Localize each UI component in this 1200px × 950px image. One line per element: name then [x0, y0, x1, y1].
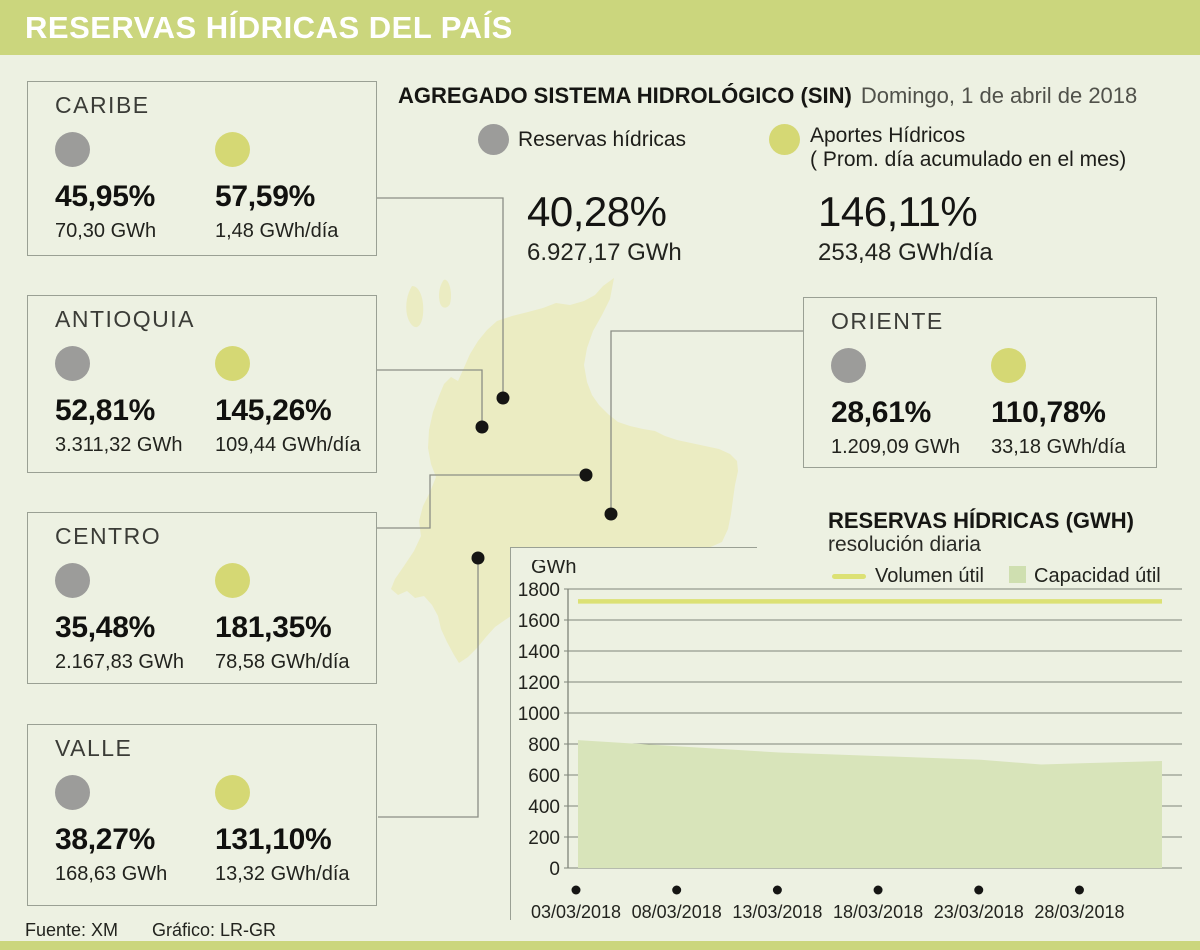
contributions-percent: 181,35%	[215, 611, 332, 644]
contributions-dot-icon	[769, 124, 800, 155]
svg-text:400: 400	[528, 797, 560, 818]
region-title: ORIENTE	[831, 308, 944, 334]
region-box-antioquia: ANTIOQUIA 52,81% 3.311,32 GWh 145,26% 10…	[27, 295, 377, 473]
contributions-percent: 145,26%	[215, 394, 332, 427]
contributions-percent: 57,59%	[215, 180, 315, 213]
source-label: Fuente: XM	[25, 920, 119, 940]
svg-text:GWh: GWh	[531, 560, 577, 578]
contributions-value: 33,18 GWh/día	[991, 436, 1126, 458]
svg-text:1600: 1600	[518, 611, 560, 632]
contributions-dot-icon	[991, 348, 1026, 383]
map-dot-oriente	[604, 507, 618, 521]
page-title: RESERVAS HÍDRICAS DEL PAÍS	[25, 9, 513, 45]
region-title: ANTIOQUIA	[55, 306, 196, 332]
svg-text:200: 200	[528, 828, 560, 849]
reserves-value: 168,63 GWh	[55, 863, 168, 885]
island-east	[439, 279, 452, 308]
map-dot-centro	[579, 468, 593, 482]
contributions-dot-icon	[215, 775, 250, 810]
reserves-dot-icon	[55, 132, 90, 167]
volume-line-swatch-icon	[832, 574, 866, 579]
reserves-percent: 35,48%	[55, 611, 155, 644]
map-dot-valle	[471, 551, 485, 565]
svg-text:03/03/2018: 03/03/2018	[531, 902, 621, 922]
aggregate-reserves-value: 6.927,17 GWh	[527, 239, 682, 266]
reserves-value: 1.209,09 GWh	[831, 436, 960, 458]
reserves-daily-chart: GWh 0 200 400 600 800 1000 1200 1400 1600 1800 03/0…	[518, 560, 1182, 922]
chart-panel-top-border	[510, 547, 757, 548]
svg-text:1400: 1400	[518, 642, 560, 663]
reserves-value: 3.311,32 GWh	[55, 434, 183, 456]
contributions-legend-label: Aportes Hídricos	[810, 124, 966, 147]
aggregate-header: AGREGADO SISTEMA HIDROLÓGICO (SIN) Doming…	[398, 83, 1137, 109]
svg-text:1200: 1200	[518, 673, 560, 694]
reserves-chart-panel: RESERVAS HÍDRICAS (GWH) resolución diari…	[511, 508, 1200, 941]
reserves-percent: 38,27%	[55, 823, 155, 856]
region-title: CARIBE	[55, 92, 150, 118]
reserves-dot-icon	[55, 346, 90, 381]
island-west	[406, 286, 424, 328]
svg-text:18/03/2018: 18/03/2018	[833, 902, 923, 922]
connector-valle	[378, 564, 479, 818]
region-title: CENTRO	[55, 523, 162, 549]
aggregate-date: Domingo, 1 de abril de 2018	[860, 83, 1138, 108]
svg-text:600: 600	[528, 766, 560, 787]
reserves-dot-icon	[55, 775, 90, 810]
capacity-area-swatch-icon	[1009, 566, 1026, 583]
svg-text:800: 800	[528, 735, 560, 756]
reserves-value: 2.167,83 GWh	[55, 651, 184, 673]
graphic-credit-label: Gráfico: LR-GR	[152, 920, 277, 940]
region-title: VALLE	[55, 735, 133, 761]
aggregate-reserves-percent: 40,28%	[527, 188, 667, 235]
svg-text:0: 0	[549, 859, 560, 880]
reserves-value: 70,30 GWh	[55, 220, 157, 242]
reserves-dot-icon	[478, 124, 509, 155]
footer-bar	[0, 941, 1200, 950]
reserves-percent: 52,81%	[55, 394, 155, 427]
connector-oriente	[610, 330, 803, 508]
reserves-percent: 45,95%	[55, 180, 155, 213]
region-box-oriente: ORIENTE 28,61% 1.209,09 GWh 110,78% 33,1…	[803, 297, 1157, 468]
connector-antioquia	[377, 369, 483, 421]
chart-panel-left-border	[510, 547, 511, 920]
contributions-value: 1,48 GWh/día	[215, 220, 339, 242]
svg-text:1000: 1000	[518, 704, 560, 725]
region-box-valle: VALLE 38,27% 168,63 GWh 131,10% 13,32 GW…	[27, 724, 377, 906]
contributions-legend-sublabel: ( Prom. día acumulado en el mes)	[810, 148, 1127, 171]
aggregate-contributions-value: 253,48 GWh/día	[818, 239, 993, 266]
svg-text:13/03/2018: 13/03/2018	[732, 902, 822, 922]
svg-text:1800: 1800	[518, 580, 560, 601]
contributions-dot-icon	[215, 346, 250, 381]
contributions-value: 13,32 GWh/día	[215, 863, 350, 885]
capacity-legend-label: Capacidad útil	[1034, 565, 1161, 587]
volume-legend-label: Volumen útil	[875, 565, 984, 587]
aggregate-contributions-percent: 146,11%	[818, 188, 978, 235]
contributions-dot-icon	[215, 563, 250, 598]
svg-text:28/03/2018: 28/03/2018	[1034, 902, 1124, 922]
region-box-caribe: CARIBE 45,95% 70,30 GWh 57,59% 1,48 GWh/…	[27, 81, 377, 256]
reserves-legend-label: Reservas hídricas	[518, 128, 687, 151]
reserves-percent: 28,61%	[831, 396, 931, 429]
contributions-percent: 131,10%	[215, 823, 332, 856]
header-bar: RESERVAS HÍDRICAS DEL PAÍS	[0, 0, 1200, 55]
chart-subtitle: resolución diaria	[828, 533, 981, 556]
contributions-dot-icon	[215, 132, 250, 167]
map-dot-caribe	[496, 391, 510, 405]
map-dot-antioquia	[475, 420, 489, 434]
aggregate-title: AGREGADO SISTEMA HIDROLÓGICO (SIN)	[398, 83, 852, 108]
svg-text:23/03/2018: 23/03/2018	[934, 902, 1024, 922]
contributions-percent: 110,78%	[991, 396, 1106, 429]
connector-caribe	[377, 197, 504, 392]
capacity-area	[578, 740, 1162, 868]
contributions-value: 109,44 GWh/día	[215, 434, 361, 456]
connector-centro	[377, 474, 580, 529]
region-box-centro: CENTRO 35,48% 2.167,83 GWh 181,35% 78,58…	[27, 512, 377, 684]
contributions-value: 78,58 GWh/día	[215, 651, 350, 673]
chart-title: RESERVAS HÍDRICAS (GWH)	[828, 508, 1134, 533]
svg-text:08/03/2018: 08/03/2018	[632, 902, 722, 922]
reserves-dot-icon	[55, 563, 90, 598]
reserves-dot-icon	[831, 348, 866, 383]
